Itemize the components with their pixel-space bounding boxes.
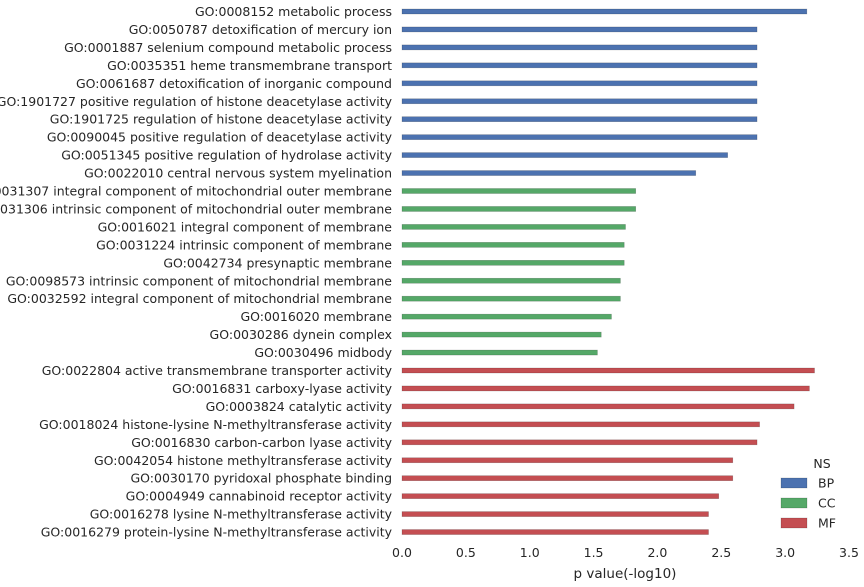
bar-cc: [401, 242, 625, 248]
bar-bp: [401, 152, 728, 158]
category-label: GO:0098573 intrinsic component of mitoch…: [6, 273, 392, 288]
legend-label-cc: CC: [818, 496, 836, 511]
category-label: GO:0018024 histone-lysine N-methyltransf…: [39, 417, 392, 432]
bar-bp: [401, 26, 758, 33]
x-tick-label: 1.0: [520, 545, 540, 560]
x-tick-label: 2.0: [647, 545, 667, 560]
category-label: GO:0030496 midbody: [254, 345, 392, 360]
bar-cc: [401, 224, 626, 230]
bar-bp: [401, 80, 758, 87]
bar-mf: [401, 475, 734, 482]
bar-mf: [401, 493, 720, 499]
bar-cc: [401, 313, 612, 320]
x-tick-label: 3.0: [775, 545, 795, 560]
category-label: GO:0050787 detoxification of mercury ion: [129, 22, 392, 37]
category-label: GO:0003824 catalytic activity: [206, 399, 393, 414]
bar-cc: [401, 206, 637, 212]
category-label: GO:0030170 pyridoxal phosphate binding: [131, 471, 393, 486]
category-label: GO:1901725 regulation of histone deacety…: [50, 112, 393, 127]
legend: NS BP CC MF: [780, 456, 836, 531]
category-label: GO:0035351 heme transmembrane transport: [107, 58, 392, 73]
category-label: GO:0042054 histone methyltransferase act…: [94, 453, 393, 468]
x-tick-label: 2.5: [711, 545, 731, 560]
category-label: GO:0031307 integral component of mitocho…: [0, 184, 392, 199]
category-label: GO:0032592 integral component of mitocho…: [7, 291, 392, 306]
x-tick-label: 0.5: [456, 545, 476, 560]
bar-mf: [401, 367, 815, 374]
category-label: GO:0042734 presynaptic membrane: [163, 255, 392, 270]
category-label: GO:0008152 metabolic process: [195, 4, 392, 19]
legend-swatch-bp: [780, 477, 808, 489]
bars-layer: [401, 8, 815, 535]
category-label: GO:0031224 intrinsic component of membra…: [96, 237, 392, 252]
bar-bp: [401, 8, 808, 15]
legend-entries: BP CC MF: [780, 476, 836, 531]
x-axis-title: p value(-log10): [574, 566, 677, 582]
bar-cc: [401, 295, 621, 302]
bar-bp: [401, 44, 758, 51]
bar-mf: [401, 403, 795, 410]
category-label: GO:0030286 dynein complex: [210, 327, 392, 342]
category-label: GO:0051345 positive regulation of hydrol…: [61, 148, 392, 163]
bar-mf: [401, 439, 758, 446]
bar-bp: [401, 116, 758, 122]
bar-bp: [401, 170, 697, 176]
category-label: GO:0016830 carbon-carbon lyase activity: [131, 435, 392, 450]
legend-label-bp: BP: [818, 476, 835, 491]
bar-mf: [401, 385, 810, 392]
x-tick-label: 1.5: [584, 545, 604, 560]
category-label: GO:0016279 protein-lysine N-methyltransf…: [41, 525, 393, 540]
bar-bp: [401, 98, 758, 105]
legend-swatch-mf: [780, 517, 808, 529]
category-label: GO:1901727 positive regulation of histon…: [0, 94, 393, 109]
bar-mf: [401, 511, 709, 517]
bar-bp: [401, 62, 758, 69]
bar-mf: [401, 529, 709, 535]
bar-cc: [401, 277, 621, 284]
bar-cc: [401, 188, 637, 194]
x-tick-label: 0.0: [392, 545, 412, 560]
category-label: GO:0016020 membrane: [240, 309, 392, 324]
bar-mf: [401, 457, 734, 464]
legend-swatch-cc: [780, 497, 808, 509]
bar-mf: [401, 421, 760, 428]
category-label: GO:0016831 carboxy-lyase activity: [172, 381, 393, 396]
category-label: GO:0061687 detoxification of inorganic c…: [76, 76, 392, 91]
category-label: GO:0001887 selenium compound metabolic p…: [64, 40, 392, 55]
category-label: GO:0090045 positive regulation of deacet…: [47, 130, 393, 145]
bar-cc: [401, 349, 598, 356]
bar-cc: [401, 259, 625, 266]
category-label: GO:0004949 cannabinoid receptor activity: [126, 489, 393, 504]
legend-label-mf: MF: [818, 516, 836, 531]
category-label: GO:0031306 intrinsic component of mitoch…: [0, 201, 392, 216]
category-label: GO:0016278 lysine N-methyltransferase ac…: [90, 507, 393, 522]
bar-cc: [401, 331, 602, 338]
category-labels: GO:0008152 metabolic process GO:0050787 d…: [0, 4, 393, 540]
category-label: GO:0022804 active transmembrane transpor…: [42, 363, 393, 378]
x-tick-labels: 0.0 0.5 1.0 1.5 2.0 2.5 3.0 3.5: [392, 545, 859, 560]
bar-bp: [401, 134, 758, 140]
legend-title: NS: [813, 456, 830, 471]
category-label: GO:0022010 central nervous system myelin…: [84, 166, 392, 181]
x-tick-label: 3.5: [839, 545, 859, 560]
category-label: GO:0016021 integral component of membran…: [98, 219, 393, 234]
